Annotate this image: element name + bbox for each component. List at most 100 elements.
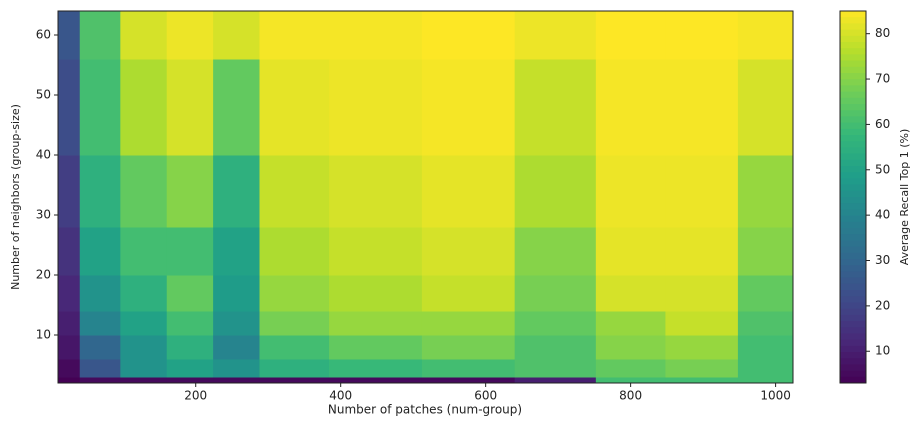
heatmap-cell xyxy=(329,275,423,312)
heatmap-cell xyxy=(259,377,330,384)
colorbar-swatch xyxy=(840,135,866,142)
colorbar-swatch xyxy=(840,197,866,204)
colorbar-swatch xyxy=(840,277,866,285)
heatmap-cell xyxy=(79,11,121,60)
heatmap-cell xyxy=(595,335,666,360)
heatmap-cell xyxy=(58,59,81,156)
y-tick-label: 10 xyxy=(36,328,51,342)
colorbar-swatch xyxy=(840,122,866,130)
colorbar-swatch xyxy=(840,97,866,105)
heatmap-cell xyxy=(329,359,423,378)
colorbar-swatch xyxy=(840,370,866,378)
colorbar-swatch xyxy=(840,246,866,254)
heatmap-cell xyxy=(120,155,168,228)
colorbar-swatch xyxy=(840,166,866,173)
heatmap-cell xyxy=(421,359,516,378)
heatmap-cell xyxy=(79,311,121,336)
heatmap-cell xyxy=(329,11,423,60)
colorbar-swatch xyxy=(840,172,866,179)
colorbar-swatch xyxy=(840,308,866,316)
heatmap-cell xyxy=(329,155,423,228)
heatmap-cell xyxy=(58,335,81,360)
heatmap-cell xyxy=(259,155,330,228)
x-tick-label: 800 xyxy=(619,389,642,403)
colorbar-swatch xyxy=(840,128,866,136)
colorbar-swatch xyxy=(840,327,866,334)
colorbar-swatch xyxy=(840,35,866,43)
colorbar-swatch xyxy=(840,184,866,192)
heatmap-cell xyxy=(737,335,794,360)
heatmap-cell xyxy=(514,335,597,360)
heatmap-cell xyxy=(79,227,121,276)
heatmap-cell xyxy=(259,311,330,336)
heatmap-cell xyxy=(329,377,423,384)
heatmap xyxy=(58,11,866,384)
heatmap-cell xyxy=(166,359,214,378)
colorbar-tick-label: 40 xyxy=(875,208,890,222)
heatmap-cell xyxy=(259,335,330,360)
colorbar-swatch xyxy=(840,54,866,62)
heatmap-cell xyxy=(421,227,516,276)
heatmap-cell xyxy=(665,275,739,312)
heatmap-cell xyxy=(166,155,214,228)
colorbar-swatch xyxy=(840,203,866,210)
colorbar-swatch xyxy=(840,215,866,223)
heatmap-cell xyxy=(421,59,516,156)
heatmap-cell xyxy=(79,377,121,384)
colorbar-tick-label: 10 xyxy=(875,344,890,358)
heatmap-cell xyxy=(595,359,666,378)
x-tick-label: 400 xyxy=(329,389,352,403)
colorbar-swatch xyxy=(840,60,866,68)
colorbar-swatch xyxy=(840,73,866,80)
colorbar-tick-label: 60 xyxy=(875,117,890,131)
colorbar-swatch xyxy=(840,153,866,161)
heatmap-cell xyxy=(514,359,597,378)
heatmap-cell xyxy=(421,311,516,336)
heatmap-cell xyxy=(737,359,794,378)
heatmap-cell xyxy=(58,275,81,312)
colorbar-swatch xyxy=(840,271,866,279)
heatmap-cell xyxy=(665,335,739,360)
heatmap-cell xyxy=(329,311,423,336)
heatmap-cell xyxy=(213,359,261,378)
heatmap-cell xyxy=(514,11,597,60)
colorbar-swatch xyxy=(840,364,866,372)
colorbar-swatch xyxy=(840,321,866,328)
heatmap-cell xyxy=(79,359,121,378)
colorbar-swatch xyxy=(840,345,866,353)
colorbar-tick-label: 70 xyxy=(875,72,890,86)
heatmap-cell xyxy=(329,335,423,360)
heatmap-cell xyxy=(514,311,597,336)
colorbar-swatch xyxy=(840,159,866,167)
colorbar-swatch xyxy=(840,376,866,384)
colorbar-swatch xyxy=(840,234,866,241)
heatmap-cell xyxy=(514,59,597,156)
colorbar-swatch xyxy=(840,314,866,322)
heatmap-cell xyxy=(421,377,516,384)
colorbar-swatch xyxy=(840,178,866,186)
heatmap-cell xyxy=(120,275,168,312)
heatmap-cell xyxy=(120,359,168,378)
colorbar-tick-label: 20 xyxy=(875,298,890,312)
heatmap-cell xyxy=(259,359,330,378)
heatmap-cell xyxy=(737,11,794,60)
heatmap-cell xyxy=(58,311,81,336)
heatmap-cell xyxy=(58,227,81,276)
y-tick-label: 60 xyxy=(36,28,51,42)
colorbar-swatch xyxy=(840,290,866,297)
y-tick-label: 30 xyxy=(36,208,51,222)
y-tick-label: 50 xyxy=(36,88,51,102)
heatmap-cell xyxy=(595,227,666,276)
colorbar-swatch xyxy=(840,66,866,74)
heatmap-cell xyxy=(421,275,516,312)
heatmap-cell xyxy=(514,275,597,312)
heatmap-cell xyxy=(259,59,330,156)
heatmap-cell xyxy=(166,11,214,60)
heatmap-cell xyxy=(665,227,739,276)
heatmap-cell xyxy=(595,275,666,312)
colorbar-swatch xyxy=(840,358,866,365)
colorbar-tick-label: 80 xyxy=(875,26,890,40)
heatmap-cell xyxy=(120,227,168,276)
heatmap-cell xyxy=(737,59,794,156)
